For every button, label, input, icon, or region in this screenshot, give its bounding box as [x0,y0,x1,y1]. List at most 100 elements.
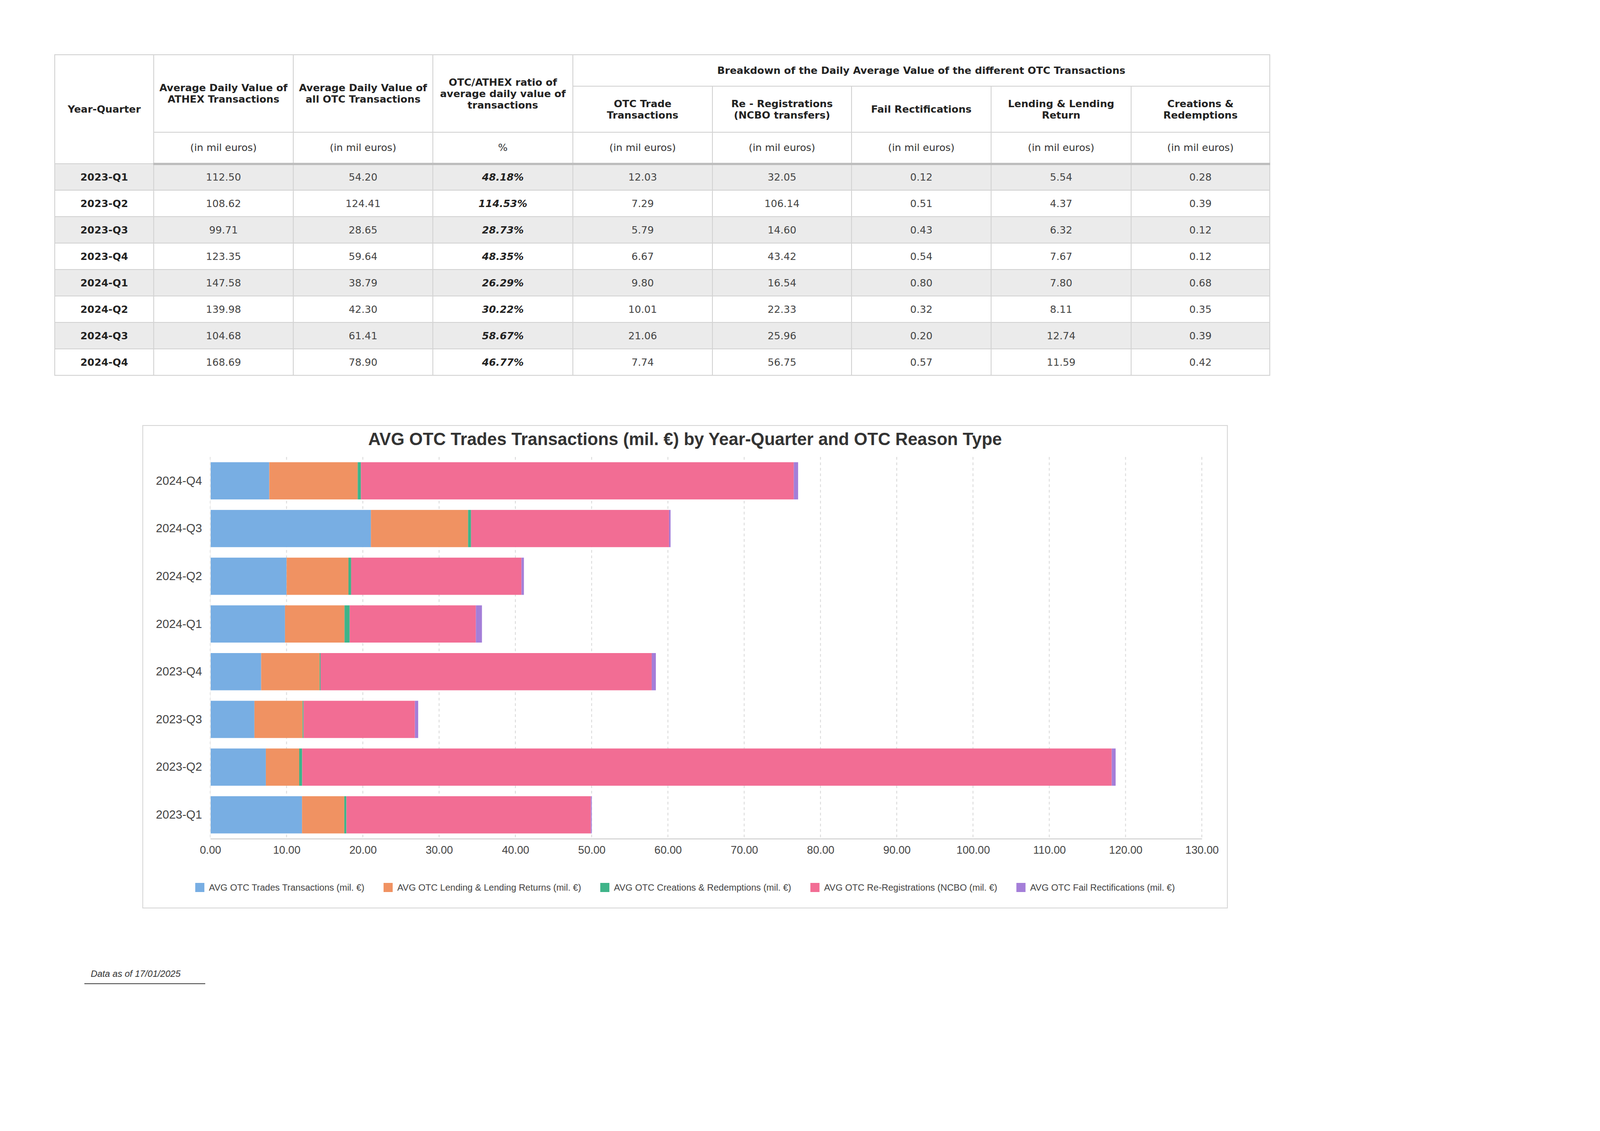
table-cell: 48.35% [432,243,573,270]
x-tick-label: 0.00 [199,843,222,857]
table-cell: 0.80 [851,269,992,297]
unit-cell: (in mil euros) [851,132,992,164]
bar-segment [210,605,286,643]
bar-segment [265,748,300,786]
bar-segment [344,796,347,834]
y-tick-label: 2023-Q2 [155,759,203,774]
legend-label: AVG OTC Re-Registrations (NCBO (mil. €) [824,882,998,893]
x-tick: 20.00 [349,838,377,857]
table-cell: 6.32 [991,216,1132,244]
y-tick: 2024-Q4 [155,473,211,488]
table-cell: 48.18% [432,163,573,191]
legend-label: AVG OTC Lending & Lending Returns (mil. … [397,882,582,893]
table-row: 2023-Q2108.62124.41114.53%7.29106.140.51… [54,190,1270,217]
chart-title: AVG OTC Trades Transactions (mil. €) by … [368,429,1003,449]
table-head: Year-QuarterAverage Daily Value of ATHEX… [54,54,1270,164]
y-tick-label: 2024-Q4 [155,473,203,488]
footnote: Data as of 17/01/2025 [90,968,182,979]
x-axis: 0.0010.0020.0030.0040.0050.0060.0070.008… [199,838,1219,857]
bar-segment [299,748,303,786]
table-cell: 124.41 [293,190,433,217]
table-cell: 0.35 [1131,296,1270,323]
table-cell: 6.67 [572,243,713,270]
table-cell: 25.96 [712,322,852,349]
x-tick: 130.00 [1185,838,1219,857]
legend-label: AVG OTC Trades Transactions (mil. €) [208,882,365,893]
table-cell: 99.71 [153,216,294,244]
bar-segment [415,701,419,739]
unit-cell: (in mil euros) [1131,132,1270,164]
table-cell: 46.77% [432,348,573,376]
legend-swatch [383,883,393,893]
x-tick: 110.00 [1033,838,1066,857]
table-cell: 168.69 [153,348,294,376]
y-tick-label: 2024-Q1 [155,617,203,631]
table-cell: 0.68 [1131,269,1270,297]
bar-segment [669,509,671,548]
x-tick: 0.00 [199,838,222,857]
legend: AVG OTC Trades Transactions (mil. €) AVG … [195,882,1175,893]
legend-swatch [195,883,205,893]
x-tick: 60.00 [654,838,682,857]
bar-segment [344,605,350,643]
bar-segment [370,509,468,548]
bar-segment [254,701,303,739]
y-tick-label: 2023-Q4 [155,664,203,679]
group-header: Breakdown of the Daily Average Value of … [572,54,1270,87]
column-header: Lending & Lending Return [991,86,1132,133]
table-cell: 106.14 [712,190,852,217]
table-cell: 42.30 [293,296,433,323]
table-cell: 7.29 [572,190,713,217]
legend-swatch [1016,883,1026,893]
table-cell: 56.75 [712,348,852,376]
table-cell: 0.12 [1131,216,1270,244]
x-tick: 80.00 [806,838,835,857]
bar-segment [467,509,472,548]
x-tick-label: 130.00 [1185,843,1219,857]
bar-segment [286,557,349,596]
bar-segment [285,605,345,643]
table-cell: 61.41 [293,322,433,349]
column-header: Fail Rectifications [851,86,992,133]
bar-segment [210,557,287,596]
column-header: OTC Trade Transactions [572,86,713,133]
table-cell: 0.12 [851,163,992,191]
x-tick-label: 40.00 [501,843,530,857]
table-cell: 0.28 [1131,163,1270,191]
column-header: OTC/ATHEX ratio of average daily value o… [432,54,573,133]
table-row: 2024-Q3104.6861.4158.67%21.0625.960.2012… [54,322,1270,349]
unit-cell: (in mil euros) [293,132,433,164]
x-tick: 30.00 [425,838,453,857]
row-label: 2024-Q4 [54,348,154,376]
row-label: 2023-Q3 [54,216,154,244]
unit-cell: (in mil euros) [572,132,713,164]
table-cell: 0.20 [851,322,992,349]
y-tick: 2024-Q3 [155,521,211,536]
legend-item: AVG OTC Lending & Lending Returns (mil. … [383,882,582,893]
y-tick-label: 2024-Q2 [155,569,203,583]
table-cell: 147.58 [153,269,294,297]
y-tick: 2024-Q2 [155,569,211,583]
table-cell: 5.54 [991,163,1132,191]
x-axis-line [210,838,1203,840]
chart-svg: AVG OTC Trades Transactions (mil. €) by … [0,0,1600,1131]
table-container: Year-QuarterAverage Daily Value of ATHEX… [54,54,1271,376]
table-cell: 104.68 [153,322,294,349]
table-cell: 0.57 [851,348,992,376]
bar-segment [357,462,361,500]
column-header: Average Daily Value of ATHEX Transaction… [153,54,294,133]
table-cell: 38.79 [293,269,433,297]
bar-segment [521,557,524,596]
table-cell: 26.29% [432,269,573,297]
bar-segment [590,796,592,834]
table-body: 2023-Q1112.5054.2048.18%12.0332.050.125.… [54,163,1270,376]
y-tick: 2023-Q1 [155,807,211,822]
bar-segment [269,462,358,500]
table-cell: 0.43 [851,216,992,244]
x-tick-label: 20.00 [349,843,377,857]
table-cell: 5.79 [572,216,713,244]
row-label: 2023-Q1 [54,163,154,191]
column-header: Creations & Redemptions [1131,86,1270,133]
bar-segment [302,701,304,739]
footnote-rule [84,983,206,985]
